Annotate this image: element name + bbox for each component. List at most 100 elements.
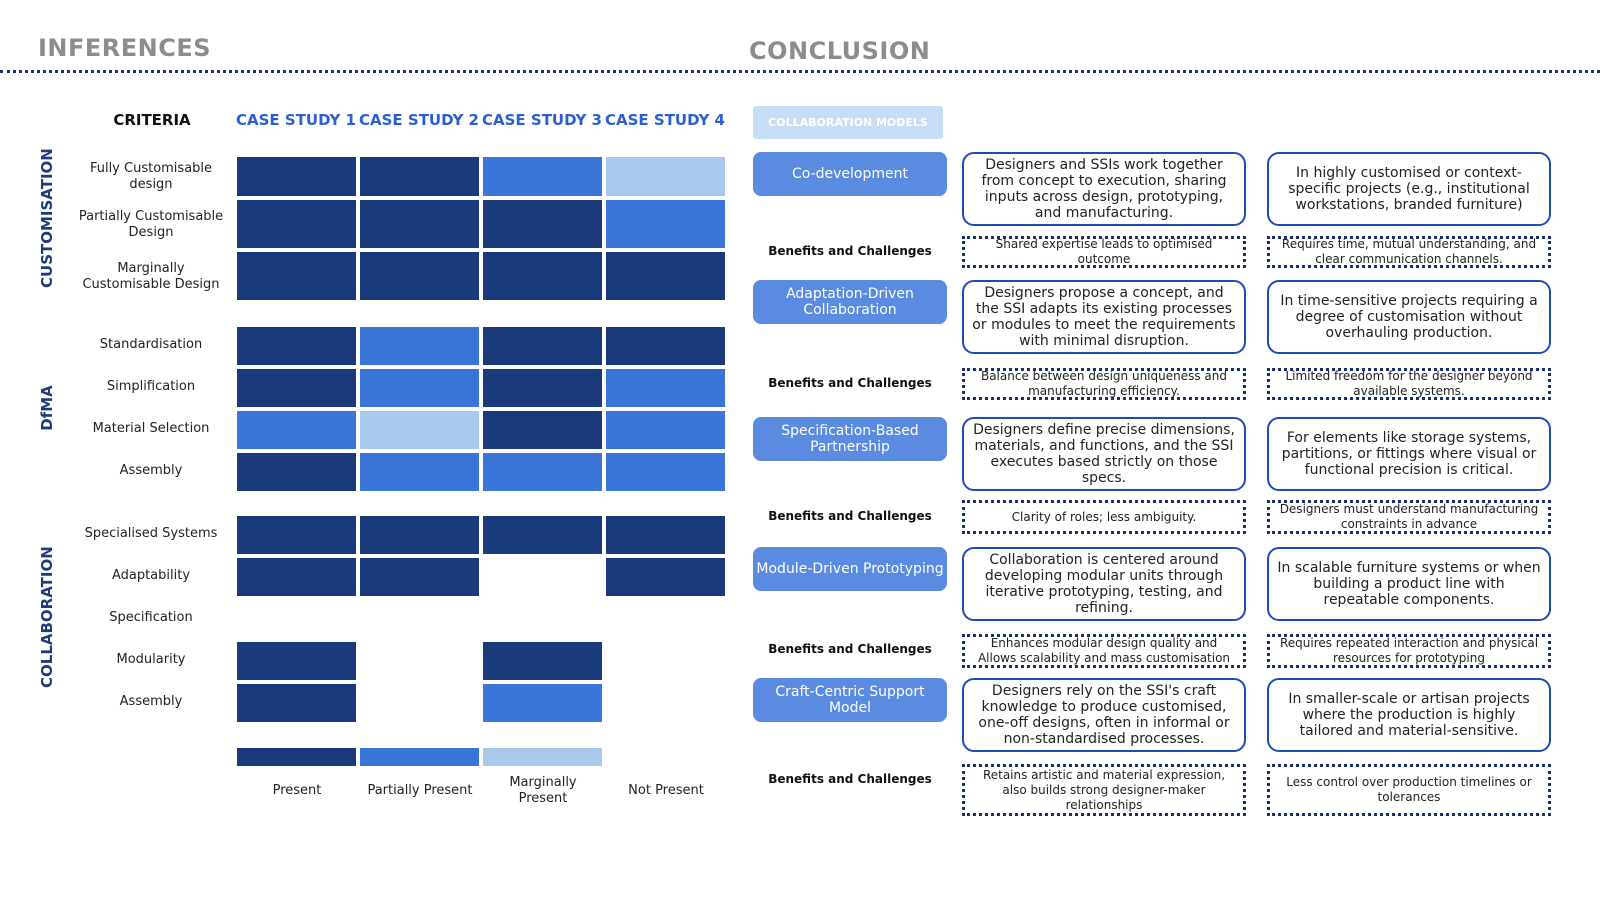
model-1-description: Designers and SSIs work together from co… <box>962 152 1246 226</box>
matrix-cell <box>606 252 725 300</box>
matrix-cell <box>237 558 356 596</box>
legend-label-marginally-present: Marginally Present <box>509 775 577 806</box>
legend-swatch-marginally-present <box>483 748 602 766</box>
row-label-fully-customisable: Fully Customisable design <box>89 161 213 192</box>
model-3-benefit: Clarity of roles; less ambiguity. <box>962 500 1246 534</box>
model-3-application: For elements like storage systems, parti… <box>1267 417 1551 491</box>
matrix-cell <box>237 252 356 300</box>
matrix-cell <box>606 642 725 680</box>
matrix-cell <box>237 453 356 491</box>
matrix-cell <box>237 327 356 365</box>
matrix-cell <box>606 157 725 196</box>
row-label-modularity: Modularity <box>116 652 186 667</box>
model-2-application: In time-sensitive projects requiring a d… <box>1267 280 1551 354</box>
matrix-cell <box>606 600 725 638</box>
matrix-cell <box>606 411 725 449</box>
matrix-cell <box>237 642 356 680</box>
model-4-application: In scalable furniture systems or when bu… <box>1267 547 1551 621</box>
matrix-cell <box>483 453 602 491</box>
collaboration-models-header: COLLABORATION MODELS <box>753 106 943 139</box>
model-4-description: Collaboration is centered around develop… <box>962 547 1246 621</box>
model-adaptation-driven: Adaptation-Driven Collaboration <box>753 280 947 324</box>
matrix-cell <box>483 369 602 407</box>
model-1-benefit: Shared expertise leads to optimised outc… <box>962 236 1246 268</box>
model-craft-centric: Craft-Centric Support Model <box>753 678 947 722</box>
matrix-cell <box>360 200 479 248</box>
legend-swatch-partially-present <box>360 748 479 766</box>
matrix-cell <box>237 684 356 722</box>
matrix-cell <box>237 516 356 554</box>
matrix-cell <box>483 157 602 196</box>
model-5-benefit: Retains artistic and material expression… <box>962 764 1246 816</box>
legend-label-present: Present <box>272 783 322 798</box>
model-5-application: In smaller-scale or artisan projects whe… <box>1267 678 1551 752</box>
matrix-cell <box>360 157 479 196</box>
row-label-specification: Specification <box>109 610 193 625</box>
matrix-cell <box>606 369 725 407</box>
group-label-collaboration: COLLABORATION <box>38 546 56 688</box>
legend-label-not-present: Not Present <box>628 783 704 798</box>
matrix-cell <box>360 369 479 407</box>
model-3-challenge: Designers must understand manufacturing … <box>1267 500 1551 534</box>
model-module-driven: Module-Driven Prototyping <box>753 547 947 591</box>
benefits-challenges-label-1: Benefits and Challenges <box>768 244 932 258</box>
matrix-cell <box>483 411 602 449</box>
matrix-cell <box>483 516 602 554</box>
matrix-cell <box>606 200 725 248</box>
matrix-cell <box>360 327 479 365</box>
row-label-partially-customisable: Partially Customisable Design <box>78 209 224 240</box>
matrix-cell <box>237 157 356 196</box>
case-study-4-header: CASE STUDY 4 <box>605 111 725 129</box>
case-study-3-header: CASE STUDY 3 <box>482 111 602 129</box>
matrix-cell <box>360 558 479 596</box>
model-1-application: In highly customised or context-specific… <box>1267 152 1551 226</box>
legend-label-partially-present: Partially Present <box>367 783 473 798</box>
matrix-cell <box>237 411 356 449</box>
matrix-cell <box>483 600 602 638</box>
row-label-specialised-systems: Specialised Systems <box>84 526 218 541</box>
matrix-cell <box>606 516 725 554</box>
model-2-description: Designers propose a concept, and the SSI… <box>962 280 1246 354</box>
matrix-cell <box>606 558 725 596</box>
model-4-benefit: Enhances modular design quality and Allo… <box>962 634 1246 668</box>
row-label-collaboration-assembly: Assembly <box>119 694 183 709</box>
matrix-cell <box>606 453 725 491</box>
inferences-title: INFERENCES <box>38 34 212 62</box>
criteria-header: CRITERIA <box>113 111 191 129</box>
row-label-simplification: Simplification <box>106 379 196 394</box>
matrix-cell <box>360 516 479 554</box>
model-4-challenge: Requires repeated interaction and physic… <box>1267 634 1551 668</box>
matrix-cell <box>360 684 479 722</box>
benefits-challenges-label-2: Benefits and Challenges <box>768 376 932 390</box>
benefits-challenges-label-5: Benefits and Challenges <box>768 772 932 786</box>
model-5-description: Designers rely on the SSI's craft knowle… <box>962 678 1246 752</box>
conclusion-title: CONCLUSION <box>749 37 931 65</box>
matrix-cell <box>237 369 356 407</box>
model-co-development: Co-development <box>753 152 947 196</box>
matrix-cell <box>360 252 479 300</box>
matrix-cell <box>237 200 356 248</box>
case-study-1-header: CASE STUDY 1 <box>236 111 356 129</box>
matrix-cell <box>237 600 356 638</box>
row-label-dfma-assembly: Assembly <box>119 463 183 478</box>
model-2-benefit: Balance between design uniqueness and ma… <box>962 368 1246 400</box>
matrix-cell <box>483 200 602 248</box>
matrix-cell <box>483 327 602 365</box>
matrix-cell <box>360 411 479 449</box>
benefits-challenges-label-3: Benefits and Challenges <box>768 509 932 523</box>
case-study-2-header: CASE STUDY 2 <box>359 111 479 129</box>
dotted-divider <box>0 70 1600 73</box>
row-label-standardisation: Standardisation <box>99 337 203 352</box>
model-1-challenge: Requires time, mutual understanding, and… <box>1267 236 1551 268</box>
matrix-cell <box>483 684 602 722</box>
model-3-description: Designers define precise dimensions, mat… <box>962 417 1246 491</box>
matrix-cell <box>483 558 602 596</box>
group-label-dfma: DfMA <box>38 385 56 431</box>
row-label-adaptability: Adaptability <box>111 568 191 583</box>
matrix-cell <box>483 252 602 300</box>
matrix-cell <box>606 684 725 722</box>
group-label-customisation: CUSTOMISATION <box>38 148 56 288</box>
model-2-challenge: Limited freedom for the designer beyond … <box>1267 368 1551 400</box>
matrix-cell <box>360 453 479 491</box>
matrix-cell <box>606 327 725 365</box>
